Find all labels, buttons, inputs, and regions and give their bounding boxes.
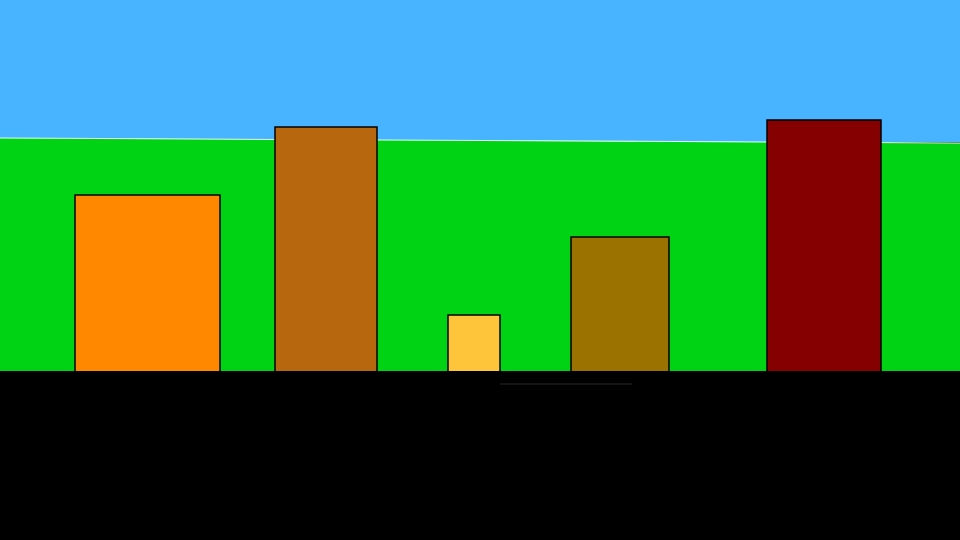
yellow-block (447, 314, 501, 373)
maroon-block (766, 119, 882, 373)
brown-block (274, 126, 378, 373)
olive-block (570, 236, 670, 373)
sky-background (0, 0, 960, 142)
grass-backdrop (0, 138, 960, 372)
orange-block (74, 194, 221, 373)
ground-floor (0, 371, 960, 540)
